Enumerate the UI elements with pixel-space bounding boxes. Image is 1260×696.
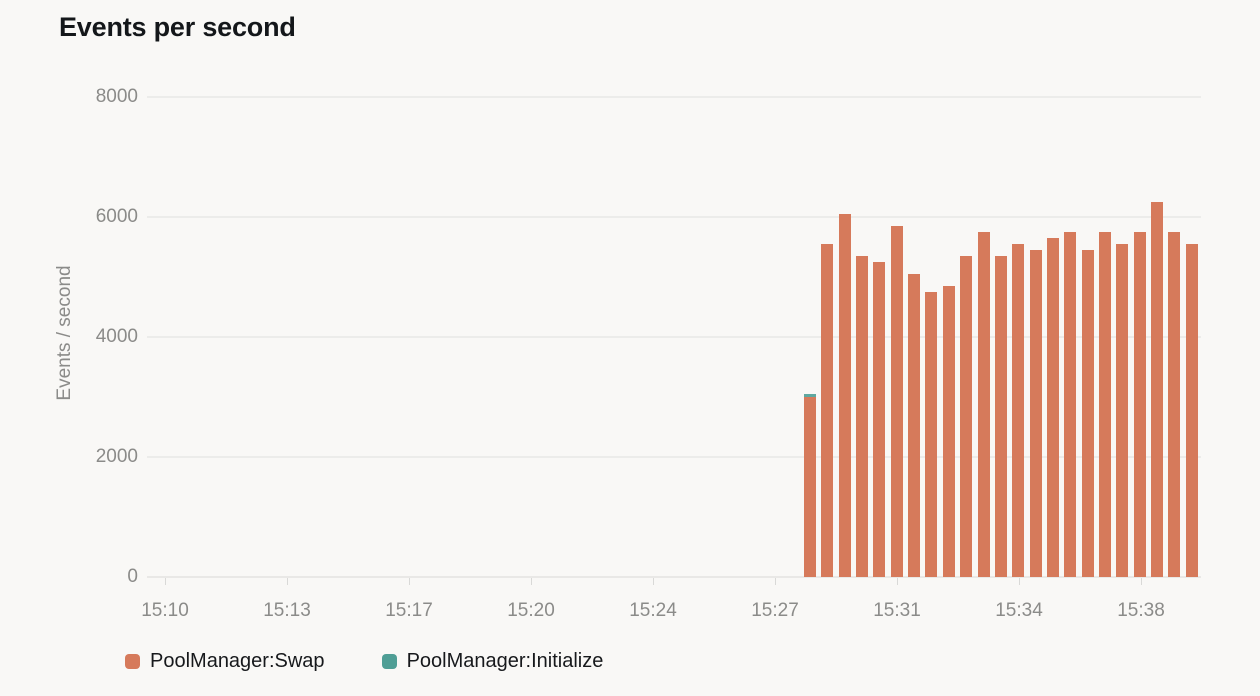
x-tick-label: 15:38 [1117, 600, 1165, 621]
legend-label-initialize: PoolManager:Initialize [406, 650, 604, 672]
x-tick-label: 15:13 [263, 600, 311, 621]
gridline [147, 456, 1201, 458]
x-axis-tick [531, 578, 532, 585]
bar-swap[interactable] [925, 292, 938, 577]
bar-swap[interactable] [1081, 250, 1094, 577]
chart-title: Events per second [59, 12, 296, 42]
bar-swap[interactable] [1064, 232, 1077, 577]
x-axis-tick [165, 578, 166, 585]
bar-swap[interactable] [908, 274, 921, 577]
legend-item-initialize[interactable]: PoolManager:Initialize [381, 650, 604, 673]
x-axis-tick [653, 578, 654, 585]
y-tick-label: 6000 [95, 206, 138, 227]
legend-label-swap: PoolManager:Swap [150, 650, 325, 672]
x-axis-tick [775, 578, 776, 585]
swap-series-swatch-icon [125, 654, 140, 669]
y-tick-label: 8000 [95, 86, 138, 107]
bar-swap[interactable] [1133, 232, 1146, 577]
bar-swap[interactable] [977, 232, 990, 577]
bar-swap[interactable] [994, 256, 1007, 577]
bar-swap[interactable] [1046, 238, 1059, 577]
x-tick-label: 15:17 [385, 600, 433, 621]
bar-swap[interactable] [1098, 232, 1111, 577]
bar-swap[interactable] [1168, 232, 1181, 577]
y-tick-label: 0 [127, 566, 138, 587]
x-axis-tick [1019, 578, 1020, 585]
bar-swap[interactable] [1012, 244, 1025, 577]
bar-initialize[interactable] [804, 394, 816, 397]
bar-swap[interactable] [873, 262, 886, 577]
gridline [147, 216, 1201, 218]
initialize-series-swatch-icon [381, 654, 397, 669]
bar-swap[interactable] [1029, 250, 1042, 577]
bar-swap[interactable] [890, 226, 903, 577]
x-tick-label: 15:27 [751, 600, 799, 621]
x-axis-tick [409, 578, 410, 585]
x-axis-tick [897, 578, 898, 585]
x-tick-label: 15:24 [629, 600, 677, 621]
legend-item-swap[interactable]: PoolManager:Swap [125, 650, 325, 673]
bar-swap[interactable] [838, 214, 851, 577]
bar-swap[interactable] [821, 244, 834, 577]
x-tick-label: 15:31 [873, 600, 921, 621]
bar-swap[interactable] [804, 397, 816, 577]
gridline [147, 96, 1201, 98]
y-tick-label: 2000 [95, 446, 138, 467]
bar-swap[interactable] [960, 256, 973, 577]
bar-swap[interactable] [942, 286, 955, 577]
x-axis-tick [1141, 578, 1142, 585]
x-axis-line [147, 576, 1201, 578]
x-axis-tick [287, 578, 288, 585]
legend: PoolManager:Swap PoolManager:Initialize [125, 650, 603, 673]
y-tick-label: 4000 [95, 326, 138, 347]
bar-swap[interactable] [856, 256, 869, 577]
x-tick-label: 15:20 [507, 600, 555, 621]
bar-swap[interactable] [1151, 202, 1163, 577]
gridline [147, 336, 1201, 338]
x-tick-label: 15:10 [141, 600, 189, 621]
bar-swap[interactable] [1185, 244, 1198, 577]
x-tick-label: 15:34 [995, 600, 1043, 621]
bar-swap[interactable] [1116, 244, 1129, 577]
